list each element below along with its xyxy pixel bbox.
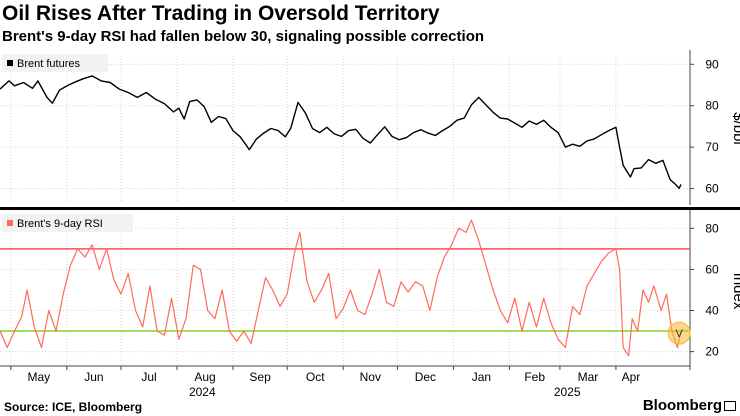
price-legend-label: Brent futures	[17, 58, 80, 70]
price-legend-swatch	[7, 60, 13, 66]
price-ytick-label: 80	[705, 99, 719, 113]
rsi-panel: 20 40 60 80 Index V Brent's 9-day RSI	[0, 210, 740, 370]
x-tick-label: Jun	[84, 370, 103, 384]
rsi-oversold-marker	[667, 321, 691, 345]
x-tick-label: Sep	[249, 370, 271, 384]
rsi-ytick-label: 80	[705, 221, 719, 235]
rsi-ytick-label: 20	[705, 345, 719, 359]
rsi-ylabel: Index	[730, 273, 740, 310]
chart-canvas: 60 70 80 90 $/bbl Brent futures 20 40 60 80 Index…	[0, 50, 740, 399]
rsi-marker-label: V	[675, 328, 683, 340]
rsi-ytick-label: 60	[705, 262, 719, 276]
price-ytick-label: 90	[705, 57, 719, 71]
x-tick-label: Dec	[415, 370, 436, 384]
price-legend-box	[2, 54, 108, 72]
x-tick-label: Jan	[472, 370, 491, 384]
chart-title: Oil Rises After Trading in Oversold Terr…	[2, 2, 440, 25]
price-ylabel: $/bbl	[730, 112, 740, 145]
rsi-series-line	[0, 219, 682, 357]
price-series-line	[0, 75, 682, 189]
price-ytick-label: 70	[705, 140, 719, 154]
x-tick-label: Apr	[622, 370, 641, 384]
rsi-legend-box	[2, 214, 134, 232]
x-tick-label: Feb	[524, 370, 545, 384]
price-panel: 60 70 80 90 $/bbl Brent futures	[0, 50, 740, 210]
source-note: Source: ICE, Bloomberg	[4, 400, 143, 414]
rsi-legend-label: Brent's 9-day RSI	[17, 218, 103, 230]
x-year-label: 2025	[554, 385, 581, 399]
chart-subtitle: Brent's 9-day RSI had fallen below 30, s…	[2, 28, 485, 45]
expand-icon	[724, 401, 736, 411]
bloomberg-logo: Bloomberg	[642, 397, 722, 414]
price-ytick-label: 60	[705, 182, 719, 196]
x-year-label: 2024	[189, 385, 216, 399]
x-tick-label: May	[27, 370, 50, 384]
x-tick-label: Oct	[306, 370, 325, 384]
panel-separator	[0, 207, 740, 210]
rsi-legend-swatch	[7, 220, 13, 226]
price-legend: Brent futures	[2, 54, 108, 72]
x-tick-label: Nov	[360, 370, 381, 384]
x-tick-label: Jul	[141, 370, 156, 384]
x-tick-label: Aug	[194, 370, 215, 384]
rsi-ytick-label: 40	[705, 304, 719, 318]
x-axis: May Jun Jul Aug Sep Oct Nov Dec Jan Feb Mar Apr 2024…	[0, 365, 690, 399]
x-tick-label: Mar	[578, 370, 599, 384]
rsi-legend: Brent's 9-day RSI	[2, 214, 134, 232]
